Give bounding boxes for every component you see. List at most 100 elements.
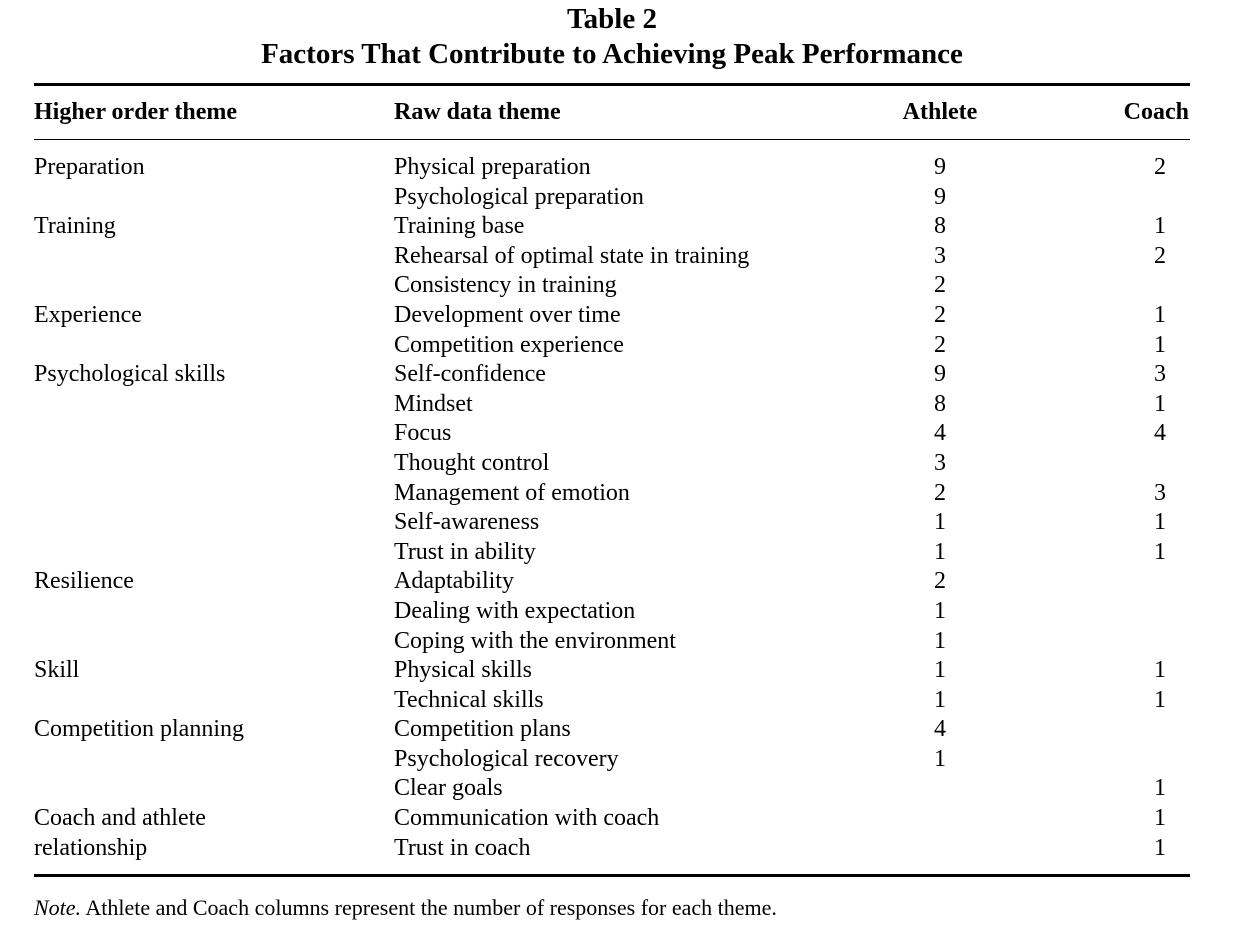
table-row: Resilience Adaptability 2 xyxy=(0,567,1240,597)
cell-athlete-count: 1 xyxy=(934,627,946,654)
table-row: Coping with the environment 1 xyxy=(0,627,1240,657)
table-body: Preparation Physical preparation 9 2 Psychol… xyxy=(0,153,1240,863)
top-rule xyxy=(34,83,1190,86)
cell-raw-data-theme: Development over time xyxy=(394,301,621,328)
table-row: Training Training base 8 1 xyxy=(0,212,1240,242)
cell-athlete-count: 2 xyxy=(934,568,946,595)
cell-athlete-count: 8 xyxy=(934,213,946,240)
cell-athlete-count: 3 xyxy=(934,449,946,476)
cell-raw-data-theme: Rehearsal of optimal state in training xyxy=(394,242,750,269)
note-label: Note. xyxy=(34,895,82,920)
cell-coach-count: 1 xyxy=(1154,834,1166,861)
cell-athlete-count: 2 xyxy=(934,479,946,506)
bottom-rule xyxy=(34,874,1190,877)
table-row: Dealing with expectation 1 xyxy=(0,597,1240,627)
cell-raw-data-theme: Training base xyxy=(394,213,525,240)
table-row: Focus 4 4 xyxy=(0,419,1240,449)
cell-athlete-count: 9 xyxy=(934,154,946,180)
cell-higher-order-theme: relationship xyxy=(34,834,148,861)
cell-athlete-count: 1 xyxy=(934,686,946,713)
cell-raw-data-theme: Technical skills xyxy=(394,686,544,713)
cell-coach-count: 1 xyxy=(1154,509,1166,536)
table-row: relationship Trust in coach 1 xyxy=(0,834,1240,864)
table-row: Experience Development over time 2 1 xyxy=(0,301,1240,331)
cell-higher-order-theme: Training xyxy=(34,213,116,240)
cell-athlete-count: 1 xyxy=(934,657,946,684)
cell-raw-data-theme: Physical skills xyxy=(394,657,533,684)
table-row: Psychological recovery 1 xyxy=(0,745,1240,775)
table-row: Consistency in training 2 xyxy=(0,271,1240,301)
cell-coach-count: 1 xyxy=(1154,657,1166,684)
header-raw-data-theme: Raw data theme xyxy=(394,99,561,125)
table-number: Table 2 xyxy=(567,3,657,35)
cell-raw-data-theme: Focus xyxy=(394,420,452,447)
cell-raw-data-theme: Consistency in training xyxy=(394,272,617,299)
cell-coach-count: 3 xyxy=(1154,361,1166,388)
cell-coach-count: 1 xyxy=(1154,805,1166,832)
cell-raw-data-theme: Competition plans xyxy=(394,716,571,743)
header-athlete: Athlete xyxy=(902,99,978,125)
table-note: Note. Athlete and Coach columns represen… xyxy=(34,894,777,922)
header-higher-order-theme: Higher order theme xyxy=(34,99,238,125)
cell-higher-order-theme: Experience xyxy=(34,301,142,328)
table-row: Coach and athlete Communication with coac… xyxy=(0,804,1240,834)
cell-athlete-count: 2 xyxy=(934,301,946,328)
cell-raw-data-theme: Trust in ability xyxy=(394,538,536,565)
table-row: Management of emotion 2 3 xyxy=(0,479,1240,509)
cell-coach-count: 1 xyxy=(1154,538,1166,565)
cell-raw-data-theme: Management of emotion xyxy=(394,479,630,506)
cell-raw-data-theme: Self-awareness xyxy=(394,509,540,536)
cell-raw-data-theme: Clear goals xyxy=(394,775,503,802)
cell-coach-count: 1 xyxy=(1154,775,1166,802)
cell-raw-data-theme: Psychological preparation xyxy=(394,183,644,210)
cell-athlete-count: 9 xyxy=(934,183,946,210)
header-coach: Coach xyxy=(1123,99,1189,125)
cell-higher-order-theme: Psychological skills xyxy=(34,361,226,388)
cell-raw-data-theme: Trust in coach xyxy=(394,834,531,861)
cell-athlete-count: 4 xyxy=(934,716,946,743)
cell-coach-count: 1 xyxy=(1154,331,1166,358)
cell-raw-data-theme: Physical preparation xyxy=(394,154,591,180)
cell-higher-order-theme: Coach and athlete xyxy=(34,805,206,832)
cell-coach-count: 2 xyxy=(1154,242,1166,269)
cell-athlete-count: 8 xyxy=(934,390,946,417)
cell-raw-data-theme: Thought control xyxy=(394,449,550,476)
cell-athlete-count: 3 xyxy=(934,242,946,269)
cell-coach-count: 1 xyxy=(1154,686,1166,713)
cell-athlete-count: 4 xyxy=(934,420,946,447)
table-row: Skill Physical skills 1 1 xyxy=(0,656,1240,686)
cell-coach-count: 1 xyxy=(1154,390,1166,417)
cell-coach-count: 3 xyxy=(1154,479,1166,506)
cell-raw-data-theme: Self-confidence xyxy=(394,361,546,388)
cell-athlete-count: 1 xyxy=(934,597,946,624)
cell-coach-count: 2 xyxy=(1154,154,1166,180)
table-title: Factors That Contribute to Achieving Pea… xyxy=(261,38,963,70)
cell-athlete-count: 1 xyxy=(934,509,946,536)
cell-raw-data-theme: Psychological recovery xyxy=(394,745,619,772)
table-row: Technical skills 1 1 xyxy=(0,686,1240,716)
cell-athlete-count: 9 xyxy=(934,361,946,388)
note-text: Athlete and Coach columns represent the … xyxy=(81,895,777,920)
table-row: Rehearsal of optimal state in training 3 2 xyxy=(0,242,1240,272)
table-row: Competition planning Competition plans 4 xyxy=(0,715,1240,745)
table-row: Trust in ability 1 1 xyxy=(0,538,1240,568)
cell-raw-data-theme: Adaptability xyxy=(394,568,514,595)
cell-higher-order-theme: Competition planning xyxy=(34,716,244,743)
table-row: Competition experience 2 1 xyxy=(0,331,1240,361)
table-row: Psychological preparation 9 xyxy=(0,183,1240,213)
cell-higher-order-theme: Skill xyxy=(34,657,80,684)
cell-raw-data-theme: Mindset xyxy=(394,390,473,417)
header-rule xyxy=(34,139,1190,140)
table-row: Thought control 3 xyxy=(0,449,1240,479)
cell-raw-data-theme: Competition experience xyxy=(394,331,624,358)
cell-athlete-count: 1 xyxy=(934,538,946,565)
cell-athlete-count: 2 xyxy=(934,272,946,299)
cell-coach-count: 4 xyxy=(1154,420,1166,447)
cell-athlete-count: 1 xyxy=(934,745,946,772)
cell-athlete-count: 2 xyxy=(934,331,946,358)
cell-raw-data-theme: Communication with coach xyxy=(394,805,660,832)
table-row: Clear goals 1 xyxy=(0,774,1240,804)
table-row: Self-awareness 1 1 xyxy=(0,508,1240,538)
cell-higher-order-theme: Preparation xyxy=(34,154,145,180)
cell-coach-count: 1 xyxy=(1154,213,1166,240)
